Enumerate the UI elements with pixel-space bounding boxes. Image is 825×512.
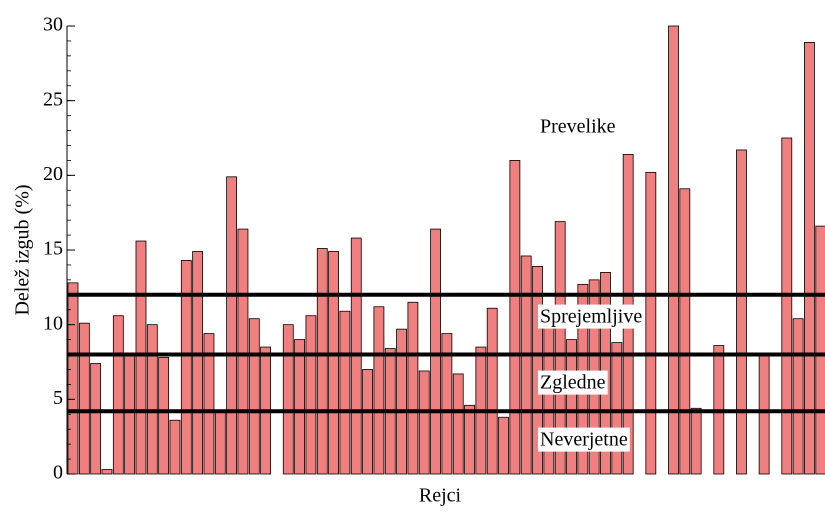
bar: [67, 282, 79, 475]
region-label: Sprejemljive: [540, 306, 642, 328]
y-tick-label: 30: [43, 14, 63, 36]
label-background: [538, 370, 608, 395]
bar: [554, 221, 566, 475]
y-tick-label: 0: [53, 462, 63, 484]
bar: [135, 240, 147, 475]
bar: [282, 324, 294, 475]
y-tick-label: 25: [43, 88, 63, 110]
bar: [362, 369, 373, 475]
label-background: [538, 427, 630, 452]
bar: [418, 370, 430, 475]
bar: [452, 373, 464, 475]
bar: [758, 355, 770, 475]
bar: [101, 469, 113, 475]
bar: [146, 324, 158, 475]
bar: [566, 339, 577, 475]
y-tick-label: 5: [53, 387, 63, 409]
bar: [486, 307, 498, 475]
bar: [124, 355, 136, 475]
bar: [781, 137, 793, 475]
bar: [679, 188, 691, 475]
bar: [804, 42, 815, 475]
y-axis-label: Delež izgub (%): [12, 184, 34, 315]
bar: [668, 25, 679, 475]
bar: [815, 225, 825, 475]
x-axis-label: Rejci: [419, 485, 462, 507]
bar: [237, 228, 249, 475]
bar: [90, 363, 102, 475]
bar: [464, 404, 475, 475]
bar: [792, 318, 804, 475]
bar: [407, 301, 419, 475]
bar: [180, 260, 192, 475]
region-label: Prevelike: [540, 116, 616, 138]
bar: [192, 251, 204, 475]
bar: [78, 322, 90, 475]
bar: [112, 315, 124, 475]
bar: [169, 419, 181, 475]
bar: [509, 159, 521, 475]
bar: [214, 410, 226, 475]
bar: [520, 255, 532, 475]
bar: [532, 266, 543, 475]
region-label: Neverjetne: [540, 429, 628, 451]
bar: [328, 251, 339, 475]
region-label: Zgledne: [540, 372, 606, 394]
bar: [339, 310, 351, 475]
label-background: [538, 304, 645, 329]
bar: [498, 416, 509, 475]
y-tick-label: 10: [43, 312, 63, 334]
bar: [248, 318, 260, 475]
bar: [158, 357, 170, 475]
bar: [316, 248, 328, 475]
bar: [305, 315, 317, 475]
bar: [690, 407, 702, 475]
bar: [543, 324, 555, 475]
bar: [430, 228, 441, 475]
bar: [396, 328, 407, 475]
bar: [226, 176, 238, 475]
bar: [611, 342, 623, 475]
y-tick-label: 20: [43, 163, 63, 185]
bar: [294, 339, 306, 475]
bar: [373, 306, 385, 475]
bar: [645, 171, 657, 475]
bar: [736, 149, 747, 475]
y-tick-label: 15: [43, 238, 63, 260]
bar: [203, 333, 215, 475]
bar: [441, 333, 453, 475]
